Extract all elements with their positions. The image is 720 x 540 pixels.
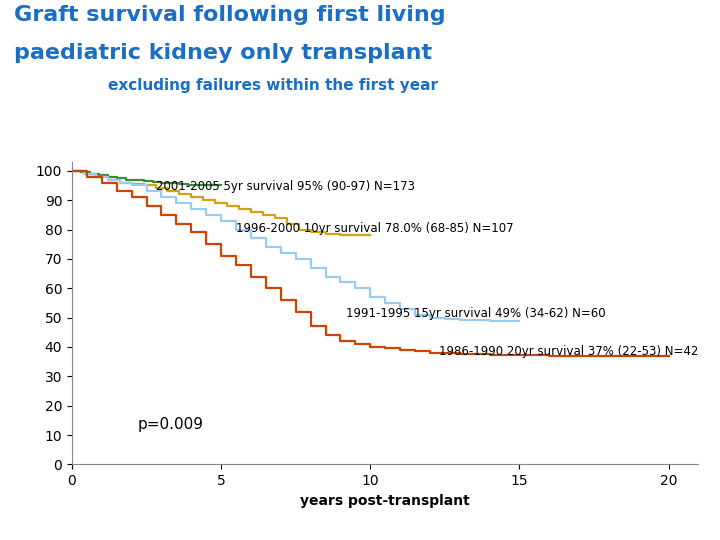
Text: p=0.009: p=0.009: [138, 417, 204, 432]
Text: paediatric kidney only transplant: paediatric kidney only transplant: [14, 43, 433, 63]
Text: 1986-1990 20yr survival 37% (22-53) N=42: 1986-1990 20yr survival 37% (22-53) N=42: [439, 345, 698, 358]
Text: excluding failures within the first year: excluding failures within the first year: [108, 78, 438, 93]
X-axis label: years post-transplant: years post-transplant: [300, 494, 470, 508]
Text: Graft survival following first living: Graft survival following first living: [14, 5, 446, 25]
Text: 1991-1995 15yr survival 49% (34-62) N=60: 1991-1995 15yr survival 49% (34-62) N=60: [346, 307, 606, 320]
Text: 2001-2005 5yr survival 95% (90-97) N=173: 2001-2005 5yr survival 95% (90-97) N=173: [156, 180, 415, 193]
Text: 1996-2000 10yr survival 78.0% (68-85) N=107: 1996-2000 10yr survival 78.0% (68-85) N=…: [236, 221, 513, 234]
